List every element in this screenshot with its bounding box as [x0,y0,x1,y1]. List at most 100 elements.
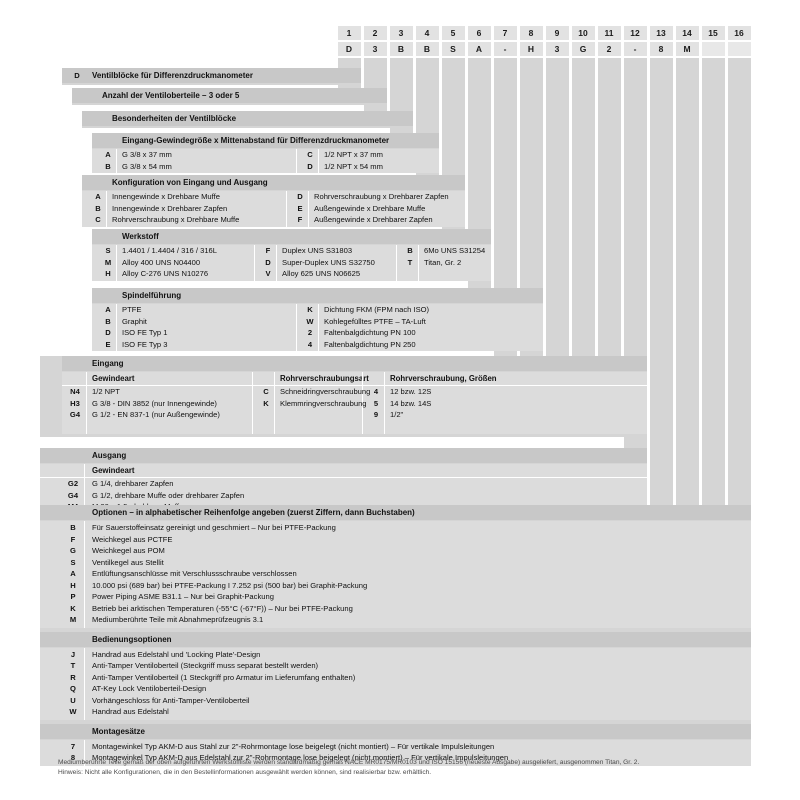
code-column-value-10[interactable]: G [571,42,595,56]
code-column-value-5[interactable]: S [441,42,465,56]
option-code: B [105,316,111,326]
column-separator [308,191,309,227]
option-code: C [95,215,101,224]
subheader-row: Gewindeart [40,464,647,477]
section-anzahl-ventiloberteile: Anzahl der Ventiloberteile – 3 oder 5 [72,88,387,105]
code-column-value-16[interactable] [727,42,751,56]
table-row: 7 Montagewinkel Typ AKM-D aus Stahl zur 2… [40,741,751,753]
option-desc: G 3/8 x 54 mm [122,161,172,171]
section-header-anzahl-ventiloberteile: Anzahl der Ventiloberteile – 3 oder 5 [72,88,387,103]
table-row: B Für Sauerstoffeinsatz gereinigt und ges… [40,522,751,534]
option-desc: 6Mo UNS S31254 [424,246,486,255]
table-row: B Graphit W Kohlegefülltes PTFE – TA-Luft [92,316,543,328]
option-code: A [70,569,76,578]
code-column-value-15[interactable] [701,42,725,56]
option-desc: Montagewinkel Typ AKM-D aus Stahl zur 2"… [92,741,495,751]
code-column-value-2[interactable]: 3 [363,42,387,56]
code-column-number-6: 6 [467,26,491,40]
connector-column-8 [519,58,543,356]
code-column-value-9[interactable]: 3 [545,42,569,56]
column-separator [84,647,85,720]
option-code: D [105,328,111,337]
column-separator [396,245,397,281]
option-desc: G 1/2, drehbare Muffe oder drehbarer Zap… [92,490,245,500]
option-code: H [70,580,76,590]
option-desc: Rohrverschraubung x Drehbarer Zapfen [314,192,449,201]
code-column-value-12[interactable]: - [623,42,647,56]
section-header-montagesaetze: Montagesätze [40,723,751,739]
footnote-2: Hinweis: Nicht alle Konfigurationen, die… [58,769,432,776]
option-desc: 12 bzw. 12S [390,387,432,396]
code-column-value-14[interactable]: M [675,42,699,56]
table-row: N4 1/2 NPT C Schneidringverschraubung 4 12 bz… [62,386,647,398]
code-column-value-7[interactable]: - [493,42,517,56]
table-row: U Vorhängeschloss für Anti-Tamper-Ventilo… [40,695,751,707]
option-desc: Schneidringverschraubung [280,387,371,396]
table-row: H3 G 3/8 - DIN 3852 (nur Innengewinde) K Kl… [62,398,647,410]
section-title-besonderheiten: Besonderheiten der Ventilblöcke [112,114,237,123]
column-separator [362,372,363,434]
table-row: G4 G 1/2 - EN 837-1 (nur Außengewinde) 9 1/… [62,409,647,421]
section-body-optionen: B Für Sauerstoffeinsatz gereinigt und ges… [40,521,751,628]
option-code: C [263,387,269,396]
option-desc: AT-Key Lock Ventiloberteil-Design [92,684,207,693]
option-desc: Entlüftungsanschlüsse mit Verschlussschr… [92,569,297,578]
option-code: S [105,246,111,255]
table-row: G Weichkegel aus POM [40,545,751,557]
connector-column-12 [623,58,647,505]
option-code: S [70,557,76,567]
option-code: F [70,534,76,544]
code-column-value-3[interactable]: B [389,42,413,56]
table-row: E ISO FE Typ 3 4 Faltenbalgdichtung PN 250 [92,339,543,351]
section-title-eingang-gewindegroesse: Eingang-Gewindegröße x Mittenabstand für… [122,136,390,145]
option-desc: Faltenbalgdichtung PN 100 [324,328,416,337]
option-code: W [69,707,77,716]
section-body-eingang: Gewindeart Rohrverschraubungsart Rohrversc… [62,372,647,434]
option-desc: Für Sauerstoffeinsatz gereinigt und gesc… [92,523,336,532]
column-separator [84,464,85,505]
section-besonderheiten: Besonderheiten der Ventilblöcke [82,111,413,128]
ausgang-subheader: Gewindeart [92,466,135,475]
option-code: B [70,523,76,532]
code-column-value-6[interactable]: A [467,42,491,56]
code-column-value-8[interactable]: H [519,42,543,56]
section-body-bedienungsoptionen: J Handrad aus Edelstahl und 'Locking Plat… [40,647,751,720]
section-header-ausgang: Ausgang [40,448,647,463]
option-desc: Handrad aus Edelstahl [92,707,169,716]
column-separator [252,372,253,434]
code-column-number-7: 7 [493,26,517,40]
table-row: J Handrad aus Edelstahl und 'Locking Plat… [40,649,751,661]
table-row: H Alloy C-276 UNS N10276 V Alloy 625 UNS N0… [92,268,491,280]
option-code: 8 [70,753,76,762]
code-column-value-13[interactable]: 8 [649,42,673,56]
column-separator [106,191,107,227]
code-column-number-1: 1 [337,26,361,40]
code-column-number-15: 15 [701,26,725,40]
option-code: F [297,215,303,224]
option-code: E [297,203,303,213]
code-column-value-1[interactable]: D [337,42,361,56]
column-separator [276,245,277,281]
section-header-ventilbloecke: Ventilblöcke für Differenzdruckmanometer… [62,68,361,83]
column-separator [116,149,117,173]
table-row: 8 Montagewinkel Typ AKM-D aus Edelstahl z… [40,752,751,764]
option-desc: ISO FE Typ 3 [122,339,168,349]
section-eingang-gewindegroesse: Eingang-Gewindegröße x Mittenabstand für… [92,133,439,173]
eingang-subheader-0: Gewindeart [92,374,135,383]
option-desc: Graphit [122,316,147,326]
code-column-number-10: 10 [571,26,595,40]
option-code: T [407,257,413,267]
code-column-number-4: 4 [415,26,439,40]
code-column-value-11[interactable]: 2 [597,42,621,56]
option-code: U [70,695,76,705]
section-optionen: Optionen – in alphabetischer Reihenfolge… [40,505,751,628]
section-title-anzahl-ventiloberteile: Anzahl der Ventiloberteile – 3 oder 5 [102,91,240,100]
option-desc: Faltenbalgdichtung PN 250 [324,339,416,349]
option-code: V [265,269,271,278]
option-code: M [104,257,112,267]
option-desc: 1/2 NPT [92,387,120,396]
code-column-value-4[interactable]: B [415,42,439,56]
section-header-bedienungsoptionen: Bedienungsoptionen [40,631,751,647]
option-code: W [306,316,314,326]
column-separator [384,372,385,434]
